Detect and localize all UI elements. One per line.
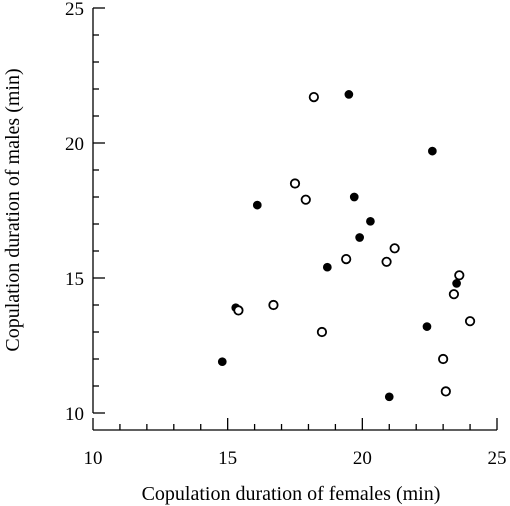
- filled-data-point: [366, 216, 375, 226]
- y-axis-label: Copulation duration of males (min): [2, 68, 24, 351]
- open-data-point: [268, 299, 279, 311]
- filled-data-point: [322, 262, 332, 272]
- filled-data-point: [349, 192, 359, 202]
- axes: [92, 7, 498, 431]
- open-data-point: [389, 243, 400, 254]
- open-data-point: [308, 92, 319, 103]
- x-tick-label: 15: [218, 448, 237, 469]
- open-data-point: [316, 326, 328, 338]
- y-tick-label: 10: [65, 404, 84, 425]
- x-axis-label: Copulation duration of females (min): [142, 483, 441, 505]
- open-data-point: [381, 256, 392, 267]
- x-tick-label: 25: [488, 448, 507, 469]
- data-points: [217, 90, 476, 402]
- open-data-point: [454, 270, 465, 281]
- x-tick-label: 10: [84, 448, 103, 469]
- open-data-point: [464, 316, 476, 327]
- tick-labels: 10 15 20 25 10 15 20 25: [65, 0, 507, 469]
- filled-data-point: [344, 90, 354, 99]
- x-tick-label: 20: [353, 448, 372, 469]
- filled-data-point: [217, 357, 227, 367]
- filled-data-point: [422, 322, 432, 331]
- open-data-point: [300, 194, 311, 205]
- open-data-point: [448, 289, 460, 300]
- open-data-point: [440, 386, 451, 397]
- open-data-point: [289, 178, 301, 189]
- open-data-point: [233, 305, 244, 316]
- filled-data-point: [384, 392, 394, 402]
- filled-data-point: [452, 279, 461, 288]
- y-tick-label: 15: [65, 269, 84, 290]
- open-data-point: [438, 353, 449, 365]
- y-tick-label: 25: [65, 0, 84, 20]
- y-tick-label: 20: [65, 134, 84, 155]
- filled-data-point: [428, 146, 437, 156]
- open-data-point: [341, 254, 352, 265]
- filled-data-point: [355, 233, 364, 242]
- filled-data-point: [252, 200, 262, 210]
